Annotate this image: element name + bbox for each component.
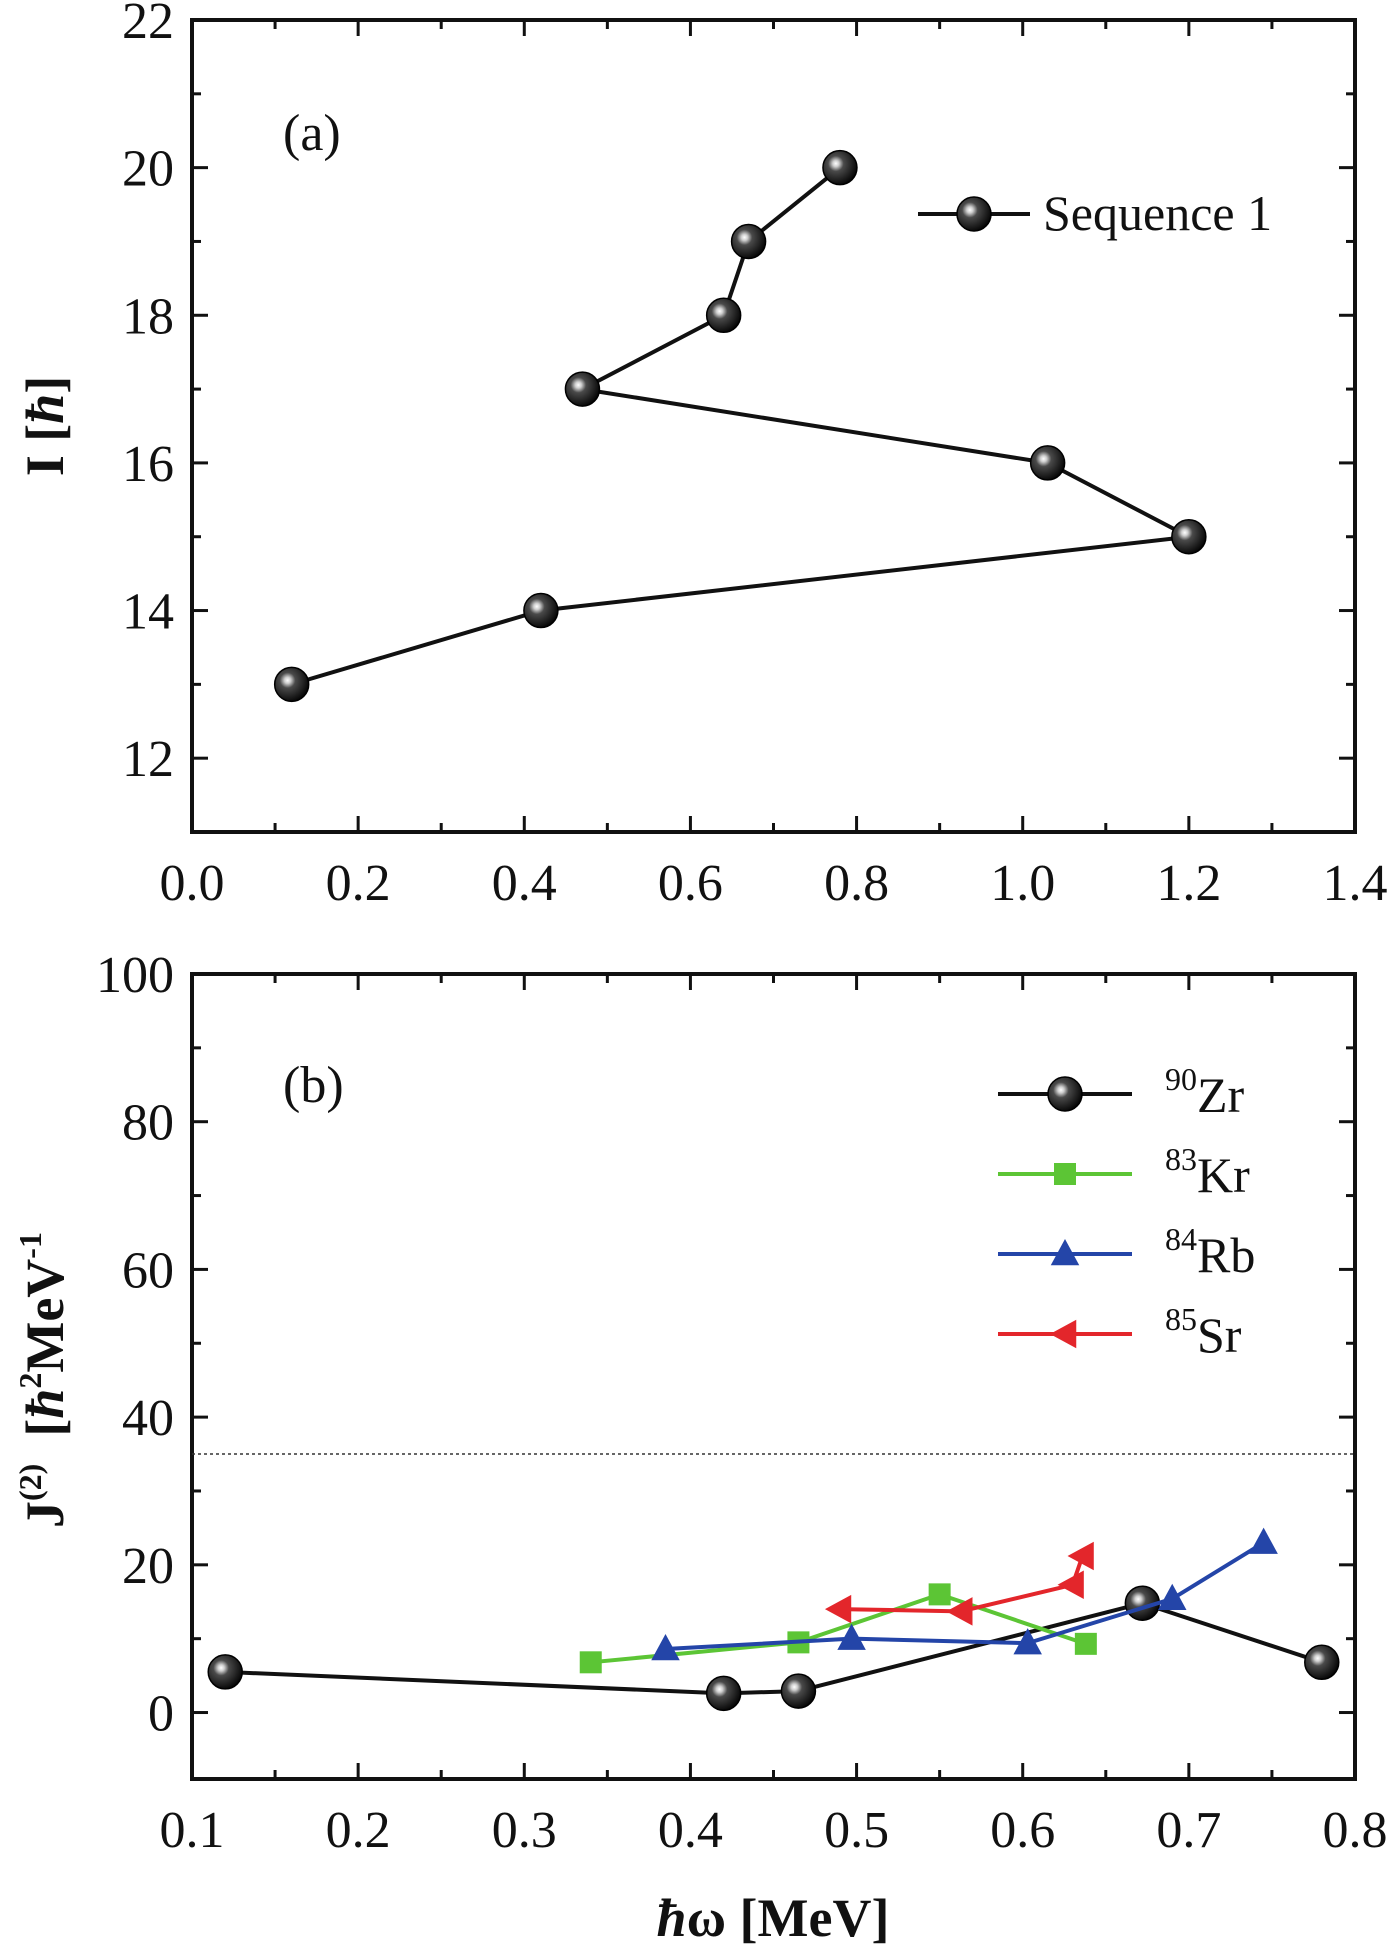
data-point: [1304, 1644, 1340, 1681]
y-tick-label: 12: [122, 731, 174, 788]
x-tick-label: 0.5: [824, 1802, 889, 1859]
x-tick-label: 0.0: [160, 855, 225, 912]
legend-marker: [1050, 1239, 1080, 1266]
panel-a-ticks: [190, 18, 1357, 832]
x-tick-label: 0.3: [492, 1802, 557, 1859]
data-point: [1013, 1628, 1042, 1655]
data-point: [1249, 1527, 1278, 1554]
data-point: [780, 1673, 817, 1709]
y-tick-label: 20: [122, 141, 174, 198]
data-point: [705, 297, 742, 334]
y-tick-label: 22: [122, 0, 174, 50]
legend-sequence-1-label: Sequence 1: [1043, 185, 1272, 241]
legend-marker: [1054, 1163, 1076, 1185]
y-tick-label: 20: [122, 1538, 174, 1595]
panel-a-series: [273, 149, 1207, 703]
x-tick-label: 0.7: [1156, 1802, 1221, 1859]
series-85sr: [824, 1541, 1094, 1626]
data-point: [946, 1597, 973, 1626]
data-point: [1029, 445, 1066, 481]
legend-label: 90Zr: [1165, 1061, 1245, 1123]
panel-a-y-tick-labels: 12 14 16 18 20 22: [122, 0, 174, 788]
data-point: [1171, 518, 1207, 555]
data-point: [651, 1634, 680, 1661]
y-tick-label: 0: [148, 1686, 174, 1743]
data-point: [564, 371, 601, 407]
panel-a-label: (a): [283, 105, 341, 162]
y-tick-label: 80: [122, 1095, 174, 1152]
data-point: [822, 149, 858, 186]
data-point: [837, 1623, 866, 1650]
x-tick-label: 0.2: [326, 1802, 391, 1859]
panel-b-x-tick-labels: 0.1 0.2 0.3 0.4 0.5 0.6 0.7 0.8: [160, 1802, 1388, 1859]
data-point: [824, 1594, 852, 1624]
data-point: [579, 1651, 602, 1674]
x-tick-label: 0.8: [1323, 1802, 1388, 1859]
data-point: [705, 1675, 742, 1712]
data-point: [1074, 1632, 1097, 1655]
y-tick-label: 14: [122, 584, 174, 641]
legend-label: 83Kr: [1165, 1141, 1250, 1203]
panel-b-series: [207, 1527, 1340, 1712]
x-tick-label: 1.2: [1156, 855, 1221, 912]
data-point: [928, 1583, 951, 1606]
data-point: [523, 592, 559, 629]
series-84rb: [651, 1527, 1278, 1661]
x-tick-label: 1.0: [990, 855, 1055, 912]
data-point: [273, 666, 310, 703]
panel-b-label: (b): [283, 1057, 344, 1114]
data-point: [1057, 1570, 1084, 1600]
legend-marker: [1050, 1319, 1077, 1349]
legend-marker: [1047, 1076, 1083, 1112]
panel-b: 0.1 0.2 0.3 0.4 0.5 0.6 0.7 0.8 0 20 40 60 80 100 (b…: [12, 947, 1388, 1948]
data-point: [1157, 1583, 1187, 1611]
y-tick-label: 40: [122, 1390, 174, 1447]
series-line: [839, 1555, 1085, 1614]
x-tick-label: 1.4: [1323, 855, 1388, 912]
legend-sequence-1-marker: [956, 196, 992, 232]
x-tick-label: 0.4: [492, 855, 557, 912]
series-90zr: [207, 1585, 1340, 1712]
panel-a-frame: [190, 18, 1357, 834]
x-tick-label: 0.6: [990, 1802, 1055, 1859]
x-tick-label: 0.8: [824, 855, 889, 912]
legend-entry-83kr: 83Kr: [998, 1141, 1250, 1203]
data-point: [730, 223, 767, 260]
x-tick-label: 0.1: [160, 1802, 225, 1859]
panel-b-x-axis-title: ħω [MeV]: [657, 1888, 890, 1948]
x-tick-label: 0.4: [658, 1802, 723, 1859]
x-tick-label: 0.2: [326, 855, 391, 912]
panel-b-ticks: [190, 972, 1357, 1779]
legend-entry-85sr: 85Sr: [998, 1301, 1242, 1363]
legend-label: 84Rb: [1165, 1221, 1255, 1283]
panel-a: 0.0 0.2 0.4 0.6 0.8 1.0 1.2 1.4 12 14 16 18 20 22 (a…: [15, 0, 1388, 912]
series-sequence-1: [273, 149, 1207, 703]
x-tick-label: 0.6: [658, 855, 723, 912]
series-line: [225, 1601, 1323, 1696]
series-line: [590, 1592, 1087, 1665]
panel-a-y-axis-title: I [ħ]: [15, 376, 75, 477]
data-point: [1067, 1541, 1094, 1571]
y-tick-label: 100: [96, 947, 174, 1004]
legend-entry-90zr: 90Zr: [998, 1061, 1245, 1123]
y-tick-label: 18: [122, 288, 174, 345]
panel-a-legend: Sequence 1: [918, 185, 1272, 241]
data-point: [207, 1654, 243, 1690]
legend-label: 85Sr: [1165, 1301, 1242, 1363]
y-tick-label: 60: [122, 1242, 174, 1299]
panel-b-y-tick-labels: 0 20 40 60 80 100: [96, 947, 174, 1743]
panel-b-legend: 90Zr 83Kr 84Rb 85Sr: [998, 1061, 1255, 1363]
panel-b-y-axis-title: J(2) [ħ2MeV-1: [12, 1232, 75, 1528]
y-tick-label: 16: [122, 436, 174, 493]
panel-a-x-tick-labels: 0.0 0.2 0.4 0.6 0.8 1.0 1.2 1.4: [160, 855, 1388, 912]
series-83kr: [579, 1583, 1097, 1674]
legend-entry-84rb: 84Rb: [998, 1221, 1255, 1283]
